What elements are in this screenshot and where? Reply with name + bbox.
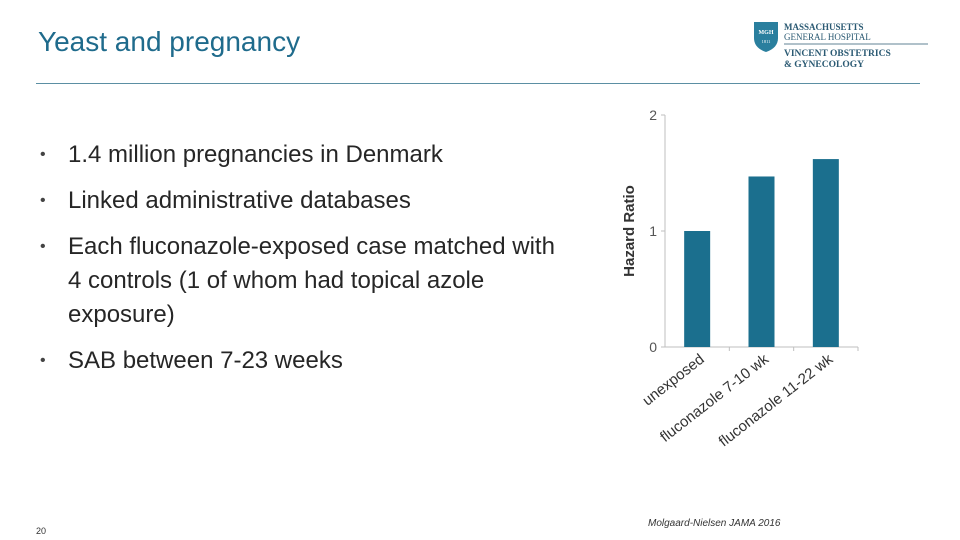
bullet-item: • SAB between 7-23 weeks: [38, 344, 558, 378]
bullet-item: • Linked administrative databases: [38, 184, 558, 218]
bullet-list: • 1.4 million pregnancies in Denmark • Lin…: [38, 138, 558, 390]
x-tick-label: fluconazole 7-10 wk: [657, 350, 772, 445]
logo-shield-text: MGH: [759, 30, 774, 36]
bar: [812, 159, 839, 347]
bullet-text: Linked administrative databases: [68, 187, 411, 214]
citation: Molgaard-Nielsen JAMA 2016: [648, 518, 781, 529]
x-tick-label: fluconazole 11-22 wk: [716, 350, 837, 450]
y-tick-label: 1: [649, 223, 657, 239]
bar: [748, 176, 775, 347]
bullet-icon: •: [40, 192, 46, 209]
logo-line-1: MASSACHUSETTS: [784, 22, 864, 32]
logo-line-3: VINCENT OBSTETRICS: [784, 49, 891, 59]
bar: [684, 231, 711, 347]
bullet-icon: •: [40, 146, 46, 163]
page-number: 20: [36, 526, 47, 536]
bullet-text: 1.4 million pregnancies in Denmark: [68, 141, 443, 168]
shield-icon: [754, 22, 778, 52]
bullet-item: • Each fluconazole-exposed case matched w…: [38, 230, 558, 332]
logo-line-2: GENERAL HOSPITAL: [784, 32, 871, 42]
title-divider: [36, 83, 920, 84]
bullet-icon: •: [40, 352, 46, 369]
y-axis-label: Hazard Ratio: [621, 185, 638, 277]
slide-title: Yeast and pregnancy: [38, 26, 301, 57]
logo-shield-year: 1811: [762, 39, 771, 44]
y-tick-label: 0: [649, 339, 657, 355]
bullet-item: • 1.4 million pregnancies in Denmark: [38, 138, 558, 172]
bullet-text: Each fluconazole-exposed case matched wi…: [68, 233, 555, 328]
y-tick-label: 2: [649, 107, 657, 123]
hospital-logo: MGH 1811 MASSACHUSETTS GENERAL HOSPITAL …: [754, 22, 928, 70]
logo-line-4: & GYNECOLOGY: [784, 60, 864, 70]
bullet-icon: •: [40, 238, 46, 255]
bullet-text: SAB between 7-23 weeks: [68, 347, 343, 374]
